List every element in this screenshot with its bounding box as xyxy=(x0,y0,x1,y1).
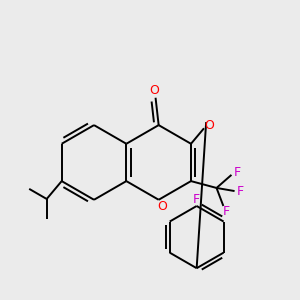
Text: O: O xyxy=(204,119,214,132)
Text: F: F xyxy=(237,184,244,198)
Text: O: O xyxy=(149,84,159,98)
Text: O: O xyxy=(158,200,167,213)
Text: F: F xyxy=(222,205,230,218)
Text: F: F xyxy=(193,193,200,206)
Text: F: F xyxy=(233,166,241,179)
